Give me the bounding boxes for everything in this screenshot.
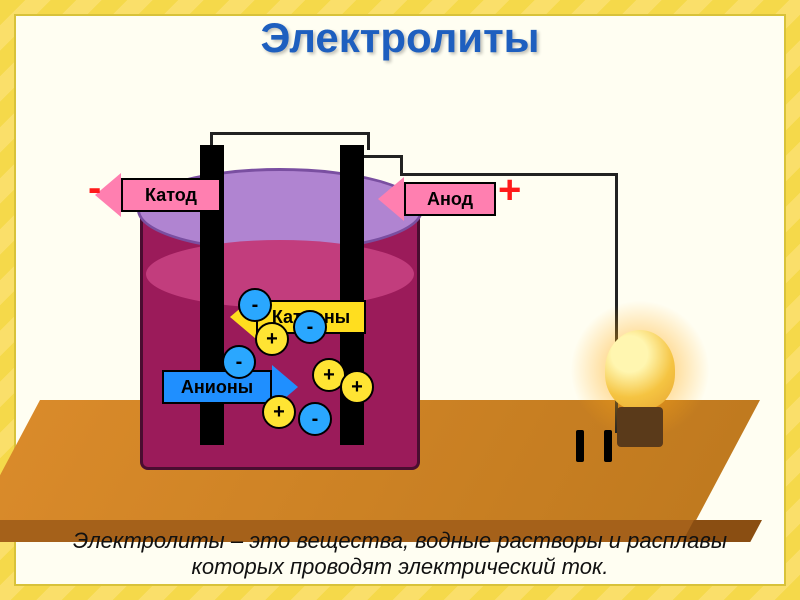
diagram-stage: КатодАнодКатионыАнионы -+ -+--+++- [0, 0, 800, 600]
minus-sign: - [88, 166, 101, 211]
bulb-base [617, 407, 663, 447]
anion-icon: - [238, 288, 272, 322]
bulb-globe [605, 330, 675, 410]
terminal-post [576, 430, 584, 462]
anions-label: Анионы [162, 370, 272, 404]
liquid-surface [146, 240, 414, 308]
cation-icon: + [255, 322, 289, 356]
wire-segment [210, 132, 370, 135]
cathode-arrow: Катод [95, 178, 221, 212]
terminal-post [604, 430, 612, 462]
anion-icon: - [293, 310, 327, 344]
wire-segment [400, 155, 403, 173]
cation-icon: + [340, 370, 374, 404]
anode-arrow: Анод [378, 182, 496, 216]
plus-sign: + [498, 168, 521, 213]
cation-icon: + [262, 395, 296, 429]
anode-label: Анод [404, 182, 496, 216]
wire-segment [367, 132, 370, 150]
anion-icon: - [298, 402, 332, 436]
cathode-label: Катод [121, 178, 221, 212]
caption-text: Электролиты – это вещества, водные раств… [60, 528, 740, 580]
anion-icon: - [222, 345, 256, 379]
arrow-head-icon [378, 177, 404, 221]
